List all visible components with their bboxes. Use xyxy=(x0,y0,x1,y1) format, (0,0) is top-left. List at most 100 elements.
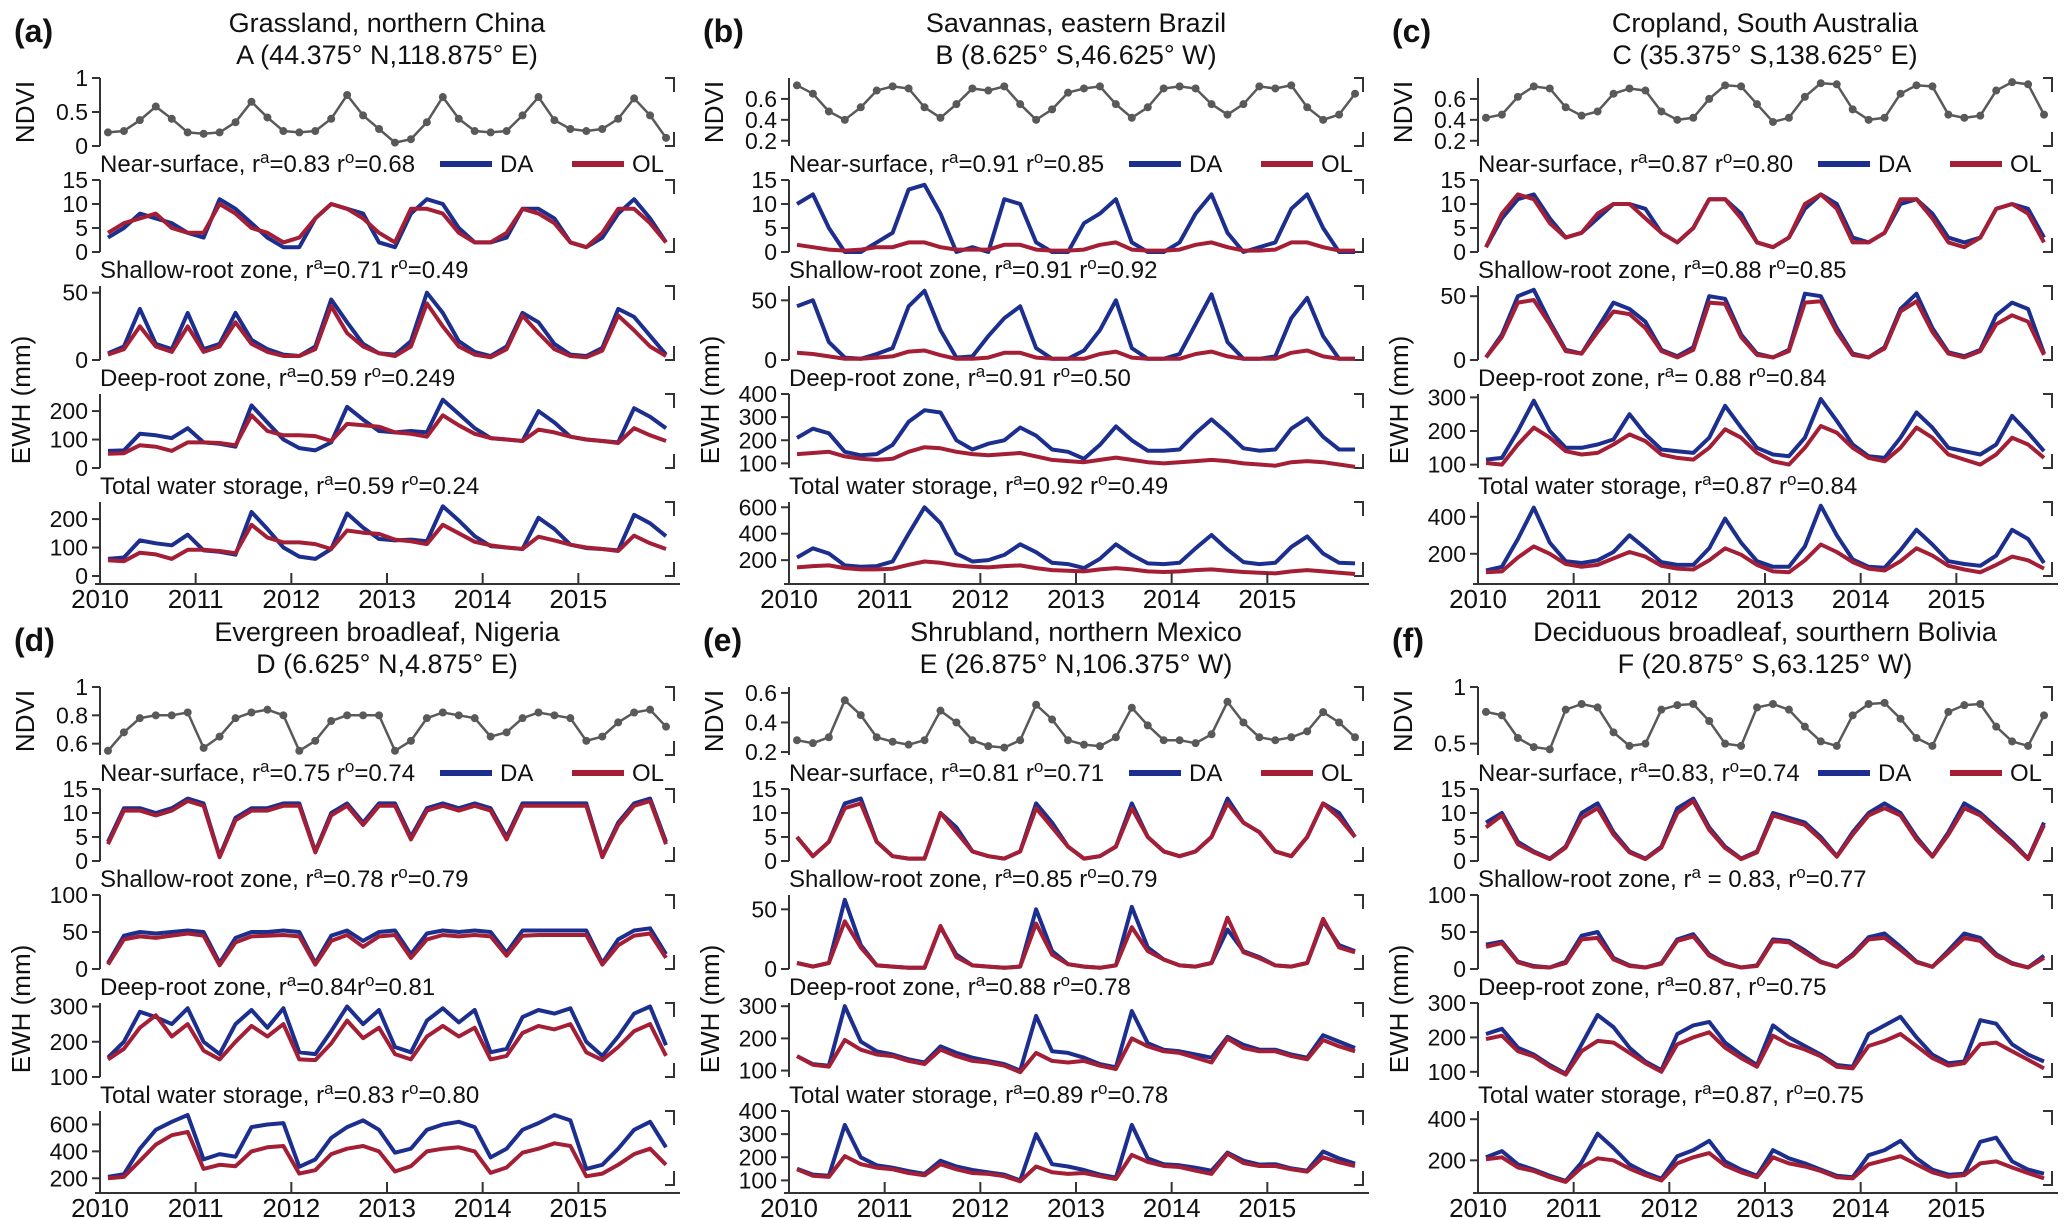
ndvi-marker xyxy=(1111,733,1120,742)
right-axis-bracket xyxy=(1354,501,1364,577)
y-tick-label: 5 xyxy=(1453,215,1466,241)
da-series-line xyxy=(796,897,1356,970)
ndvi-marker xyxy=(1000,743,1009,752)
ewh-axis-label: EWH (mm) xyxy=(1384,945,1414,1074)
y-tick-label: 300 xyxy=(1428,384,1466,410)
ndvi-marker xyxy=(2024,80,2033,89)
ndvi-marker xyxy=(856,711,865,720)
da-series-line xyxy=(1484,796,2046,861)
ndvi-marker xyxy=(936,706,945,715)
right-axis-bracket xyxy=(2043,179,2053,253)
x-tick-label: 2015 xyxy=(1238,584,1296,609)
right-axis-bracket xyxy=(2043,686,2053,756)
ndvi-marker xyxy=(375,125,384,133)
ndvi-marker xyxy=(199,743,208,752)
x-tick-label: 2015 xyxy=(1927,584,1985,609)
ndvi-marker xyxy=(2040,110,2049,119)
ndvi-marker xyxy=(1705,94,1714,103)
ndvi-marker xyxy=(1223,697,1232,706)
ol-series-line xyxy=(1484,192,2046,250)
y-tick-label: 0.6 xyxy=(56,731,88,757)
x-tick-label: 2013 xyxy=(1736,584,1794,609)
ndvi-marker xyxy=(1641,739,1650,748)
y-tick-label: 0.4 xyxy=(1434,107,1466,133)
ndvi-marker xyxy=(1545,745,1554,754)
ndvi-marker xyxy=(824,733,833,742)
da-series-line xyxy=(1485,503,2046,573)
ndvi-marker xyxy=(1111,100,1120,109)
ndvi-marker xyxy=(582,736,591,745)
x-tick-label: 2013 xyxy=(358,584,416,609)
right-axis-bracket xyxy=(2043,77,2053,147)
y-tick-label: 0.5 xyxy=(1434,731,1466,757)
ewh-axis-label: EWH (mm) xyxy=(695,945,725,1074)
ewh-axis-label: EWH (mm) xyxy=(1384,336,1414,465)
ndvi-marker xyxy=(1032,115,1041,124)
ndvi-marker xyxy=(888,737,897,746)
ndvi-marker xyxy=(103,746,112,755)
x-tick-label: 2010 xyxy=(71,584,129,609)
ndvi-marker xyxy=(518,111,527,120)
right-axis-bracket xyxy=(665,1002,675,1078)
ndvi-marker xyxy=(1768,700,1777,708)
right-axis-bracket xyxy=(2043,393,2053,469)
ndvi-marker xyxy=(872,86,881,95)
subplot-title-deep-root-zone: Deep-root zone, ra=0.88 ro=0.78 xyxy=(789,971,1131,1001)
ndvi-marker xyxy=(215,732,224,741)
right-axis-bracket xyxy=(665,179,675,253)
subplot-title-near-surface: Near-surface, ra=0.81 ro=0.71 xyxy=(789,757,1104,787)
ndvi-marker xyxy=(1159,736,1168,745)
ndvi-marker xyxy=(247,708,256,717)
ndvi-marker xyxy=(1800,722,1809,731)
y-tick-label: 0.4 xyxy=(745,107,777,133)
legend-da-label: DA xyxy=(1189,151,1222,178)
y-tick-label: 1 xyxy=(75,65,88,91)
ndvi-marker xyxy=(566,125,575,133)
ol-series-line xyxy=(796,559,1356,576)
ol-series-line xyxy=(1485,934,2046,970)
y-tick-label: 0 xyxy=(75,848,88,874)
ndvi-marker xyxy=(375,711,384,720)
ndvi-marker xyxy=(1880,113,1889,122)
x-tick-label: 2011 xyxy=(168,1193,224,1218)
ndvi-marker xyxy=(888,82,897,91)
ndvi-marker xyxy=(582,127,591,136)
legend-da-label: DA xyxy=(500,151,533,178)
panel-corner-label: (e) xyxy=(703,622,742,658)
x-tick-label: 2012 xyxy=(262,584,320,609)
ndvi-marker xyxy=(327,114,336,123)
ol-series-line xyxy=(796,445,1356,469)
ndvi-marker xyxy=(1143,103,1152,112)
ndvi-marker xyxy=(1064,736,1073,745)
y-tick-label: 15 xyxy=(751,776,777,802)
ndvi-marker xyxy=(263,705,272,714)
x-tick-label: 2014 xyxy=(1143,1193,1201,1218)
legend-da-label: DA xyxy=(1878,760,1911,787)
ndvi-marker xyxy=(1255,733,1264,742)
y-tick-label: 0.4 xyxy=(745,709,777,735)
right-axis-bracket xyxy=(665,77,675,147)
ndvi-marker xyxy=(1335,110,1344,119)
ndvi-marker xyxy=(1609,728,1618,737)
ndvi-marker xyxy=(1319,708,1328,717)
ndvi-axis-label: NDVI xyxy=(1388,690,1418,752)
subplot-title-deep-root-zone: Deep-root zone, ra=0.59 ro=0.249 xyxy=(100,362,455,392)
ndvi-marker xyxy=(1577,111,1586,120)
y-tick-label: 0 xyxy=(764,956,777,982)
ndvi-marker xyxy=(1048,105,1057,114)
subplot-title-shallow-root-zone: Shallow-root zone, ra = 0.83, ro=0.77 xyxy=(1478,863,1867,893)
right-axis-bracket xyxy=(1354,1110,1364,1186)
ol-series-line xyxy=(106,1013,668,1063)
y-tick-label: 400 xyxy=(1428,504,1466,530)
ol-series-line xyxy=(1484,298,2046,360)
ndvi-marker xyxy=(1239,718,1248,727)
panel-corner-label: (c) xyxy=(1392,13,1431,49)
ndvi-axis-label: NDVI xyxy=(699,690,729,752)
ndvi-marker xyxy=(1657,705,1666,714)
ndvi-line xyxy=(107,92,668,144)
y-tick-label: 600 xyxy=(739,494,777,520)
y-tick-label: 300 xyxy=(739,404,777,430)
